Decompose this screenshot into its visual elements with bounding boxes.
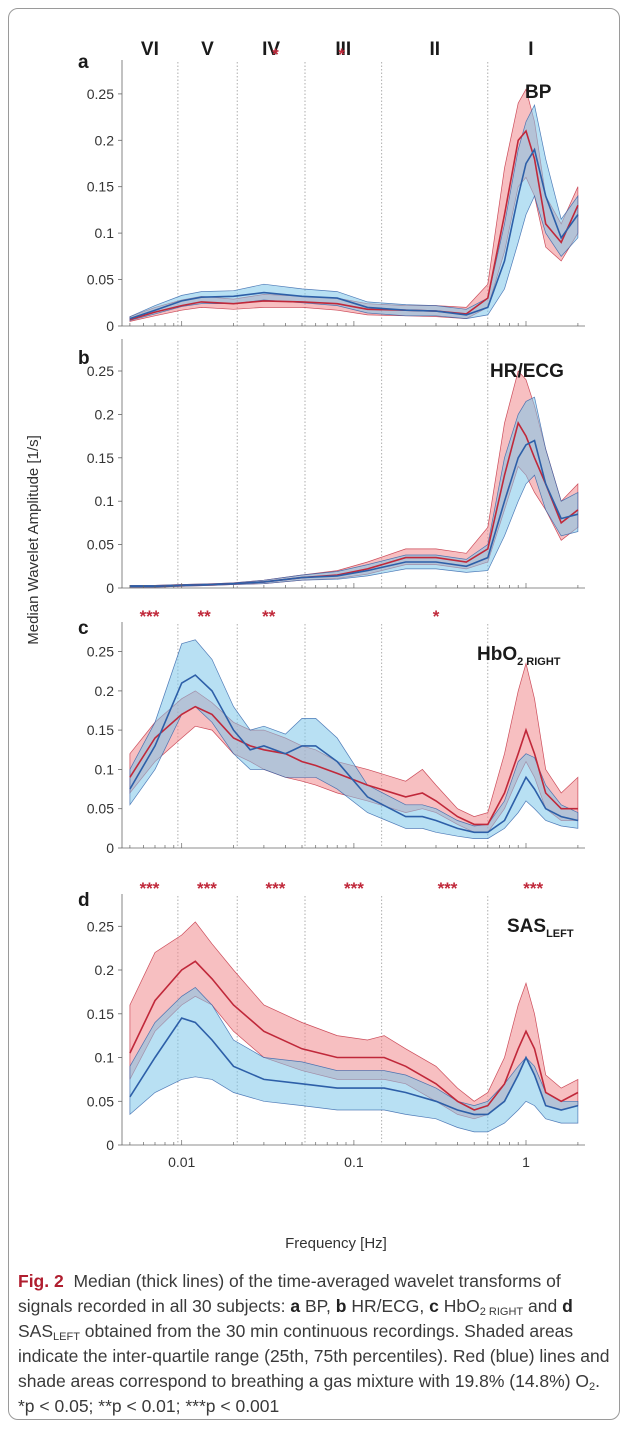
significance-marker: ** bbox=[197, 607, 211, 626]
band-label: I bbox=[528, 39, 533, 60]
caption-sub-d: LEFT bbox=[53, 1331, 80, 1343]
significance-marker: *** bbox=[265, 879, 285, 898]
y-tick-label: 0 bbox=[106, 580, 114, 596]
band-label: II bbox=[430, 39, 441, 60]
y-tick-label: 0.25 bbox=[87, 644, 114, 660]
y-tick-label: 0.25 bbox=[87, 363, 114, 379]
panel-d: 0 0.05 0.1 0.15 0.2 0.25 d SASLEFT *** *** *** *** *… bbox=[78, 879, 585, 1153]
y-tick-label: 0.05 bbox=[87, 272, 114, 288]
panel-title: SASLEFT bbox=[507, 916, 574, 940]
y-tick-label: 0.15 bbox=[87, 450, 114, 466]
significance-marker: *** bbox=[438, 879, 458, 898]
y-tick-label: 0.15 bbox=[87, 1006, 114, 1022]
significance-marker: *** bbox=[344, 879, 364, 898]
significance-marker: *** bbox=[140, 607, 160, 626]
y-tick-label: 0.1 bbox=[95, 1050, 115, 1066]
panel-title-main: BP bbox=[525, 82, 552, 103]
caption-text-c-after: and bbox=[523, 1296, 563, 1316]
band-label: IV bbox=[262, 39, 280, 60]
y-tick-label: 0 bbox=[106, 840, 114, 856]
band-label: V bbox=[201, 39, 214, 60]
y-tick-label: 0.2 bbox=[95, 132, 115, 148]
panel-title-sub: LEFT bbox=[546, 928, 574, 940]
caption-text-d: SAS bbox=[18, 1321, 54, 1341]
caption-sub-o2: 2 bbox=[589, 1381, 596, 1393]
y-tick-label: 0.2 bbox=[95, 406, 115, 422]
median-line-red bbox=[129, 960, 579, 1111]
iqr-band-blue bbox=[129, 987, 579, 1133]
caption-letter-a: a bbox=[290, 1296, 301, 1316]
y-tick-label: 0.1 bbox=[95, 761, 115, 777]
median-line-blue bbox=[129, 1017, 579, 1116]
x-tick-label: 1 bbox=[522, 1154, 530, 1170]
significance-marker: *** bbox=[197, 879, 217, 898]
y-tick-label: 0.25 bbox=[87, 86, 114, 102]
significance-marker: * bbox=[338, 45, 345, 64]
caption-text-3: . *p < 0.05; **p < 0.01; ***p < 0.001 bbox=[18, 1371, 601, 1416]
significance-marker: ** bbox=[262, 607, 276, 626]
y-tick-label: 0.1 bbox=[95, 225, 115, 241]
significance-marker: *** bbox=[140, 879, 160, 898]
significance-marker: * bbox=[433, 607, 440, 626]
figure-caption: Fig. 2 Median (thick lines) of the time-… bbox=[18, 1269, 610, 1419]
caption-letter-d: d bbox=[562, 1296, 573, 1316]
panel-title: HR/ECG bbox=[490, 361, 564, 382]
median-line-red bbox=[129, 705, 578, 826]
y-tick-label: 0.05 bbox=[87, 537, 114, 553]
caption-fig-label: Fig. 2 bbox=[18, 1271, 64, 1291]
panel-title-main: HR/ECG bbox=[490, 361, 564, 382]
panel-title: BP bbox=[525, 82, 552, 103]
band-label: VI bbox=[141, 39, 159, 60]
y-tick-label: 0.2 bbox=[95, 962, 115, 978]
y-tick-label: 0.15 bbox=[87, 179, 114, 195]
panel-b: 0 0.05 0.1 0.15 0.2 0.25b HR/ECG bbox=[78, 339, 585, 596]
y-tick-label: 0.1 bbox=[95, 493, 115, 509]
y-tick-label: 0.25 bbox=[87, 918, 114, 934]
y-tick-label: 0 bbox=[106, 1137, 114, 1153]
caption-sub-c: 2 RIGHT bbox=[479, 1306, 524, 1318]
panel-title-main: HbO bbox=[477, 644, 517, 665]
significance-marker: * bbox=[272, 45, 279, 64]
median-line-blue bbox=[129, 674, 579, 834]
caption-text-2: obtained from the 30 min continuous reco… bbox=[18, 1321, 610, 1391]
band-label: III bbox=[335, 39, 351, 60]
panel-a: 0 0.05 0.1 0.15 0.2 0.25 a BP * * bbox=[78, 45, 585, 334]
panel-letter: d bbox=[78, 890, 90, 911]
caption-text-b: HR/ECG, bbox=[346, 1296, 430, 1316]
caption-text-1: Median (thick lines) of the time-average… bbox=[18, 1271, 561, 1316]
panel-letter: c bbox=[78, 618, 89, 639]
y-tick-label: 0.15 bbox=[87, 722, 114, 738]
y-axis-label: Median Wavelet Amplitude [1/s] bbox=[25, 435, 42, 645]
figure-chart: Median Wavelet Amplitude [1/s] Frequency… bbox=[25, 39, 585, 1252]
caption-letter-b: b bbox=[335, 1296, 347, 1316]
panel-letter: a bbox=[78, 52, 89, 73]
y-tick-label: 0.05 bbox=[87, 801, 114, 817]
y-tick-label: 0.05 bbox=[87, 1093, 114, 1109]
x-axis-label: Frequency [Hz] bbox=[285, 1235, 387, 1252]
caption-text-c: HbO bbox=[438, 1296, 480, 1316]
panel-title-sub: 2 RIGHT bbox=[517, 656, 561, 668]
panel-title: HbO2 RIGHT bbox=[477, 644, 561, 668]
y-tick-label: 0.2 bbox=[95, 683, 115, 699]
iqr-band-blue bbox=[129, 639, 579, 839]
caption-letter-c: c bbox=[429, 1296, 439, 1316]
median-line-blue bbox=[129, 439, 579, 588]
median-line-blue bbox=[129, 147, 579, 320]
significance-marker: *** bbox=[523, 879, 543, 898]
x-tick-label: 0.01 bbox=[168, 1154, 195, 1170]
panel-letter: b bbox=[78, 348, 90, 369]
panel-title-main: SAS bbox=[507, 916, 546, 937]
x-tick-label: 0.1 bbox=[344, 1154, 364, 1170]
y-tick-label: 0 bbox=[106, 318, 114, 334]
caption-text-a: BP, bbox=[300, 1296, 336, 1316]
iqr-band-blue bbox=[129, 396, 579, 588]
